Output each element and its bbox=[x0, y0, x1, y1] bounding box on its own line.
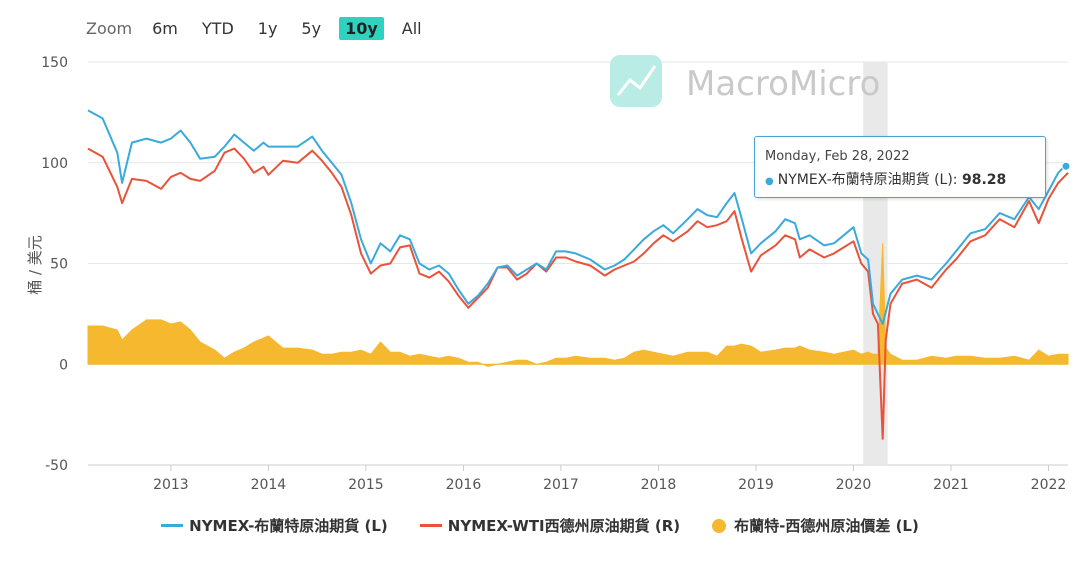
zoom-all-button[interactable]: All bbox=[401, 18, 422, 38]
zoom-1y-button[interactable]: 1y bbox=[257, 18, 278, 38]
x-tick-label: 2014 bbox=[251, 477, 287, 493]
y-tick-label: 50 bbox=[50, 257, 68, 273]
y-tick-label: 0 bbox=[59, 357, 68, 373]
y-axis-title: 桶 / 美元 bbox=[26, 235, 44, 295]
zoom-ytd-button[interactable]: YTD bbox=[201, 18, 234, 38]
y-tick-label: 150 bbox=[41, 55, 68, 71]
series-spread-area bbox=[87, 243, 1069, 367]
x-tick-label: 2016 bbox=[446, 477, 482, 493]
x-tick-label: 2019 bbox=[738, 477, 774, 493]
x-tick-label: 2020 bbox=[836, 477, 872, 493]
legend-label: NYMEX-WTI西德州原油期貨 (R) bbox=[447, 517, 681, 535]
watermark-logo-icon bbox=[610, 55, 662, 107]
hover-marker bbox=[1061, 161, 1071, 171]
series-brent-line bbox=[87, 109, 1069, 325]
legend-item-brent[interactable]: NYMEX-布蘭特原油期貨 (L) bbox=[161, 515, 388, 536]
x-tick-label: 2021 bbox=[933, 477, 969, 493]
legend-item-spread[interactable]: 布蘭特-西德州原油價差 (L) bbox=[712, 515, 919, 536]
legend-line-icon bbox=[161, 524, 184, 527]
watermark-logo-line bbox=[616, 65, 657, 96]
x-tick-label: 2018 bbox=[641, 477, 677, 493]
legend: NYMEX-布蘭特原油期貨 (L) NYMEX-WTI西德州原油期貨 (R) 布… bbox=[0, 515, 1080, 536]
legend-label: NYMEX-布蘭特原油期貨 (L) bbox=[189, 517, 388, 535]
legend-item-wti[interactable]: NYMEX-WTI西德州原油期貨 (R) bbox=[419, 515, 681, 536]
tooltip: Monday, Feb 28, 2022 ● NYMEX-布蘭特原油期貨 (L):… bbox=[754, 136, 1046, 198]
tooltip-date: Monday, Feb 28, 2022 bbox=[765, 149, 910, 164]
tooltip-value: 98.28 bbox=[961, 172, 1007, 188]
x-tick-label: 2017 bbox=[543, 477, 579, 493]
x-tick-label: 2015 bbox=[348, 477, 384, 493]
watermark: MacroMicro bbox=[610, 55, 880, 107]
legend-dot-icon bbox=[712, 518, 727, 533]
y-tick-labels: 150 100 50 0 -50 bbox=[41, 55, 68, 474]
zoom-6m-button[interactable]: 6m bbox=[152, 18, 178, 38]
hover-point bbox=[1061, 161, 1071, 171]
zoom-label: Zoom bbox=[86, 18, 133, 38]
zoom-10y-button[interactable]: 10y bbox=[339, 16, 384, 40]
grid-layer bbox=[88, 61, 1068, 466]
legend-label: 布蘭特-西德州原油價差 (L) bbox=[734, 517, 919, 535]
tooltip-series: NYMEX-布蘭特原油期貨 (L): bbox=[777, 172, 962, 188]
legend-line-icon bbox=[419, 524, 442, 527]
x-tick-label: 2013 bbox=[153, 477, 189, 493]
zoom-bar: Zoom 6m YTD 1y 5y 10y All bbox=[86, 14, 440, 42]
watermark-text: MacroMicro bbox=[686, 64, 880, 104]
tooltip-dot-icon: ● bbox=[765, 176, 774, 187]
series-layer bbox=[87, 109, 1069, 440]
chart-canvas: MacroMicro 150 100 50 0 -50 2013 2014 2015 2016… bbox=[26, 55, 1071, 493]
tooltip-row: ● NYMEX-布蘭特原油期貨 (L): 98.28 bbox=[765, 169, 1006, 189]
y-tick-label: -50 bbox=[45, 458, 68, 474]
zoom-5y-button[interactable]: 5y bbox=[301, 18, 322, 38]
y-tick-label: 100 bbox=[41, 156, 68, 172]
x-tick-labels: 2013 2014 2015 2016 2017 2018 2019 2020 2021 2022 bbox=[153, 465, 1066, 493]
x-tick-label: 2022 bbox=[1031, 477, 1067, 493]
series-wti-line bbox=[87, 147, 1069, 440]
